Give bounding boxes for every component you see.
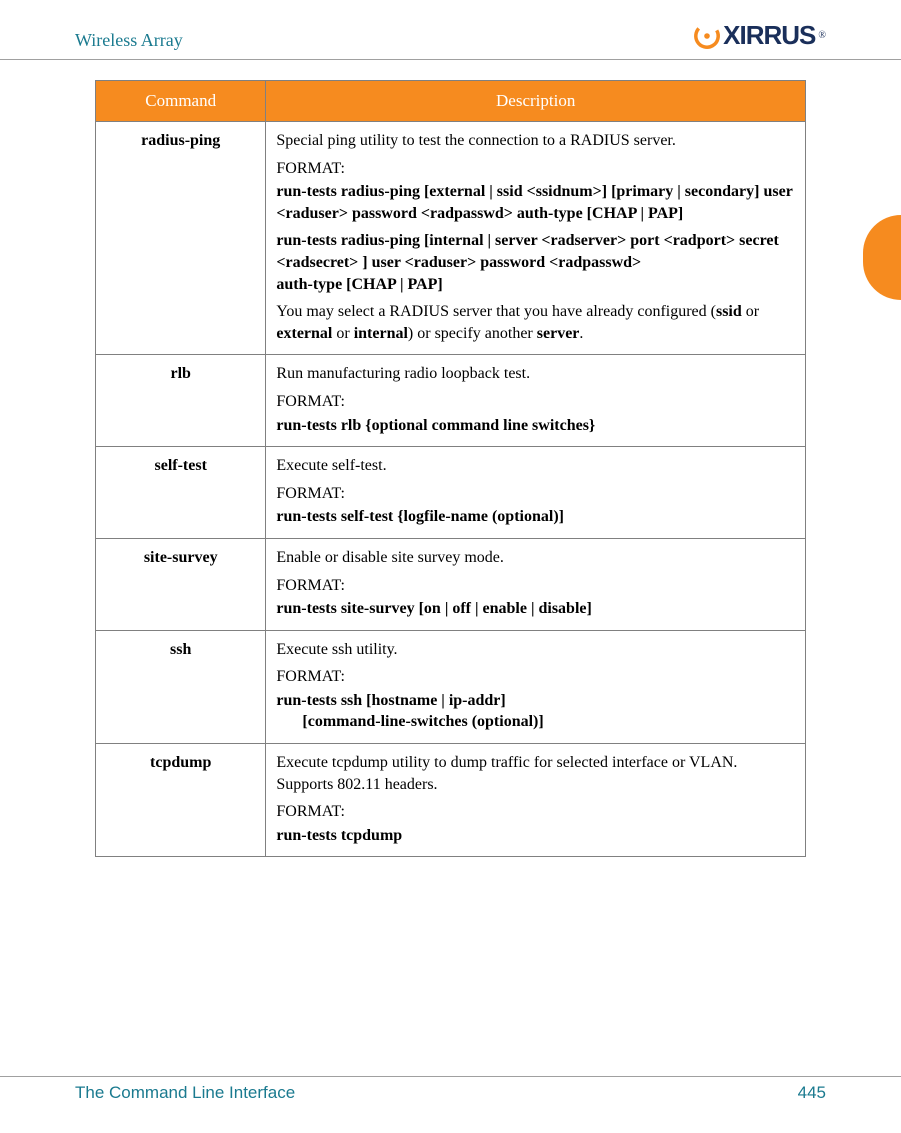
description-intro: Run manufacturing radio loopback test. [276,363,795,385]
table-row: site-survey Enable or disable site surve… [96,538,806,630]
trailer-bold: server [537,325,580,342]
table-row: tcpdump Execute tcpdump utility to dump … [96,744,806,857]
command-cell: site-survey [96,538,266,630]
format-label: FORMAT: [276,391,795,413]
page-header: Wireless Array XIRRUS ® [0,0,901,60]
description-cell: Enable or disable site survey mode. FORM… [266,538,806,630]
col-header-description: Description [266,81,806,122]
table-row: radius-ping Special ping utility to test… [96,122,806,355]
format-label: FORMAT: [276,575,795,597]
command-cell: radius-ping [96,122,266,355]
format-line: run-tests radius-ping [internal | server… [276,230,795,273]
format-line: run-tests tcpdump [276,825,795,847]
table-row: rlb Run manufacturing radio loopback tes… [96,355,806,447]
trailer-text: You may select a RADIUS server that you … [276,303,716,320]
description-cell: Special ping utility to test the connect… [266,122,806,355]
trailer-bold: ssid [716,303,742,320]
description-cell: Run manufacturing radio loopback test. F… [266,355,806,447]
format-label: FORMAT: [276,801,795,823]
description-intro: Execute ssh utility. [276,639,795,661]
trailer-bold: external [276,325,332,342]
command-cell: rlb [96,355,266,447]
description-intro: Execute self-test. [276,455,795,477]
format-line: run-tests self-test {logfile-name (optio… [276,506,795,528]
content-area: Command Description radius-ping Special … [0,80,901,857]
trailer-bold: internal [354,325,408,342]
trailer-text: or [332,325,353,342]
command-cell: tcpdump [96,744,266,857]
table-row: self-test Execute self-test. FORMAT: run… [96,447,806,539]
description-cell: Execute ssh utility. FORMAT: run-tests s… [266,630,806,743]
description-cell: Execute self-test. FORMAT: run-tests sel… [266,447,806,539]
format-label: FORMAT: [276,666,795,688]
trailer-text: . [579,325,583,342]
page-footer: The Command Line Interface 445 [0,1076,901,1103]
format-label: FORMAT: [276,483,795,505]
brand-logo: XIRRUS ® [693,20,826,51]
format-line: run-tests site-survey [on | off | enable… [276,598,795,620]
description-trailer: You may select a RADIUS server that you … [276,301,795,344]
footer-page-number: 445 [798,1083,826,1103]
format-line-indent: [command-line-switches (optional)] [276,711,795,733]
logo-text: XIRRUS [723,20,815,51]
command-table: Command Description radius-ping Special … [95,80,806,857]
format-label: FORMAT: [276,158,795,180]
command-cell: self-test [96,447,266,539]
trailer-text: ) or specify another [408,325,537,342]
footer-title: The Command Line Interface [75,1083,295,1103]
table-row: ssh Execute ssh utility. FORMAT: run-tes… [96,630,806,743]
format-line: run-tests radius-ping [external | ssid <… [276,181,795,224]
logo-swoosh-icon [693,22,721,50]
description-intro: Execute tcpdump utility to dump traffic … [276,752,795,795]
command-cell: ssh [96,630,266,743]
description-intro: Enable or disable site survey mode. [276,547,795,569]
col-header-command: Command [96,81,266,122]
format-line: run-tests rlb {optional command line swi… [276,415,795,437]
trailer-text: or [742,303,759,320]
description-cell: Execute tcpdump utility to dump traffic … [266,744,806,857]
description-intro: Special ping utility to test the connect… [276,130,795,152]
header-title: Wireless Array [75,30,183,51]
format-line: run-tests ssh [hostname | ip-addr] [276,690,795,712]
logo-registered: ® [818,30,826,41]
format-line: auth-type [CHAP | PAP] [276,274,795,296]
